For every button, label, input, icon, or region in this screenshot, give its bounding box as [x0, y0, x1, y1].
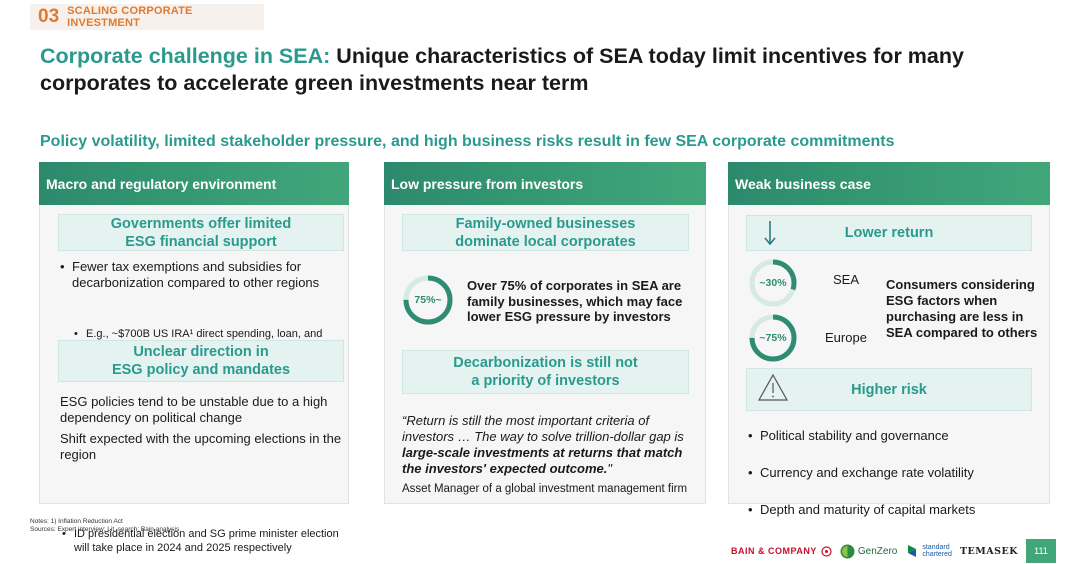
- sub-bullet-elections: ID presidential election and SG prime mi…: [60, 527, 350, 555]
- quote-text: “Return is still the most important crit…: [402, 413, 684, 444]
- callout-line: ESG policy and mandates: [111, 362, 291, 378]
- callout-line: ESG financial support: [125, 233, 277, 250]
- genzero-mark-icon: [840, 544, 855, 558]
- donut-arc: [403, 275, 453, 325]
- risk-bullet: Currency and exchange rate volatility: [746, 465, 1036, 481]
- title-main: Unique characteristics of SEA today limi…: [40, 44, 964, 95]
- callout-line: Governments offer limited: [110, 215, 292, 232]
- section-tag: 03 SCALING CORPORATE INVESTMENT: [30, 4, 264, 30]
- bain-mark-icon: [821, 545, 832, 557]
- donut-sea: [749, 259, 797, 307]
- callout-box-family: Family-owned businesses dominate local c…: [402, 214, 689, 251]
- genzero-logo: GenZero: [840, 544, 897, 559]
- page-subtitle: Policy volatility, limited stakeholder p…: [40, 133, 895, 150]
- donut-label-europe: ~75%: [759, 332, 787, 344]
- callout-label: Higher risk: [851, 381, 927, 398]
- title-accent: Corporate challenge in SEA:: [40, 44, 331, 68]
- quote-end: ": [607, 461, 612, 476]
- donut-family-share: [403, 275, 453, 325]
- notes-line: Notes: 1) Inflation Reduction Act: [30, 518, 123, 525]
- bain-logo-text: BAIN & COMPANY: [731, 546, 817, 556]
- donut-label: 75%~: [414, 294, 442, 306]
- footer-logos: BAIN & COMPANY GenZero standard chartere…: [731, 539, 1056, 563]
- standard-chartered-logo: standard chartered: [905, 543, 952, 559]
- page-title: Corporate challenge in SEA: Unique chara…: [40, 43, 1060, 97]
- warning-icon: [757, 373, 789, 401]
- column-macro: Macro and regulatory environment Governm…: [39, 162, 349, 554]
- callout-box-govt: Governments offer limited ESG financial …: [58, 214, 344, 251]
- quote-emphasis: large-scale investments at returns that …: [402, 445, 683, 476]
- region-europe: Europe: [825, 330, 867, 345]
- donut-arc: [749, 314, 797, 362]
- genzero-logo-text: GenZero: [857, 545, 898, 557]
- callout-line: Decarbonization is still not: [453, 355, 638, 371]
- para-unstable: ESG policies tend to be unstable due to …: [60, 394, 328, 425]
- region-sea: SEA: [833, 272, 860, 287]
- section-label: SCALING CORPORATE INVESTMENT: [67, 5, 193, 29]
- footnotes: Notes: 1) Inflation Reduction Act Source…: [30, 518, 179, 534]
- callout-line: a priority of investors: [471, 373, 620, 389]
- para-elections: Shift expected with the upcoming electio…: [60, 431, 342, 462]
- consumer-stat: Consumers considering ESG factors when p…: [886, 277, 1038, 340]
- callout-line: Family-owned businesses: [455, 215, 636, 232]
- stat-family-business: Over 75% of corporates in SEA are family…: [467, 278, 683, 324]
- arrow-down-icon: [764, 221, 776, 246]
- callout-line: dominate local corporates: [455, 233, 636, 250]
- quote-attribution: Asset Manager of a global investment man…: [402, 483, 688, 495]
- risk-bullet: Political stability and governance: [746, 428, 1036, 444]
- donut-europe: [749, 314, 797, 362]
- column-header: Macro and regulatory environment: [39, 162, 349, 205]
- column-header: Weak business case: [728, 162, 1050, 205]
- temasek-logo: TEMASEK: [959, 545, 1018, 557]
- bain-logo: BAIN & COMPANY: [731, 545, 832, 557]
- column-body: Lower return ~30% SEA ~75% Europe Consum…: [728, 205, 1050, 518]
- column-investors: Low pressure from investors Family-owned…: [384, 162, 706, 504]
- risk-bullet: Depth and maturity of capital markets: [746, 502, 1036, 518]
- callout-box-return: Lower return: [746, 215, 1032, 251]
- callout-box-policy: Unclear direction in ESG policy and mand…: [58, 340, 344, 382]
- donut-arc: [749, 259, 797, 307]
- sc-logo-line: standard: [922, 544, 950, 551]
- donut-label-sea: ~30%: [759, 277, 787, 289]
- investor-quote: “Return is still the most important crit…: [402, 413, 698, 477]
- column-body: Governments offer limited ESG financial …: [39, 205, 349, 554]
- page-number: 111: [1026, 539, 1056, 563]
- callout-box-risk: Higher risk: [746, 368, 1032, 411]
- callout-box-priority: Decarbonization is still not a priority …: [402, 350, 689, 394]
- callout-label: Lower return: [844, 225, 934, 241]
- sc-logo-line: chartered: [922, 551, 952, 558]
- column-body: Family-owned businesses dominate local c…: [384, 205, 706, 504]
- standard-chartered-mark-icon: [908, 545, 917, 557]
- section-number: 03: [38, 6, 60, 27]
- callout-line: Unclear direction in: [133, 344, 269, 360]
- column-business-case: Weak business case Lower return ~30% SEA…: [728, 162, 1050, 518]
- bullet-tax: Fewer tax exemptions and subsidies for d…: [58, 259, 338, 291]
- sources-line: Sources: Expert interview; Lit. search; …: [30, 526, 180, 533]
- column-header: Low pressure from investors: [384, 162, 706, 205]
